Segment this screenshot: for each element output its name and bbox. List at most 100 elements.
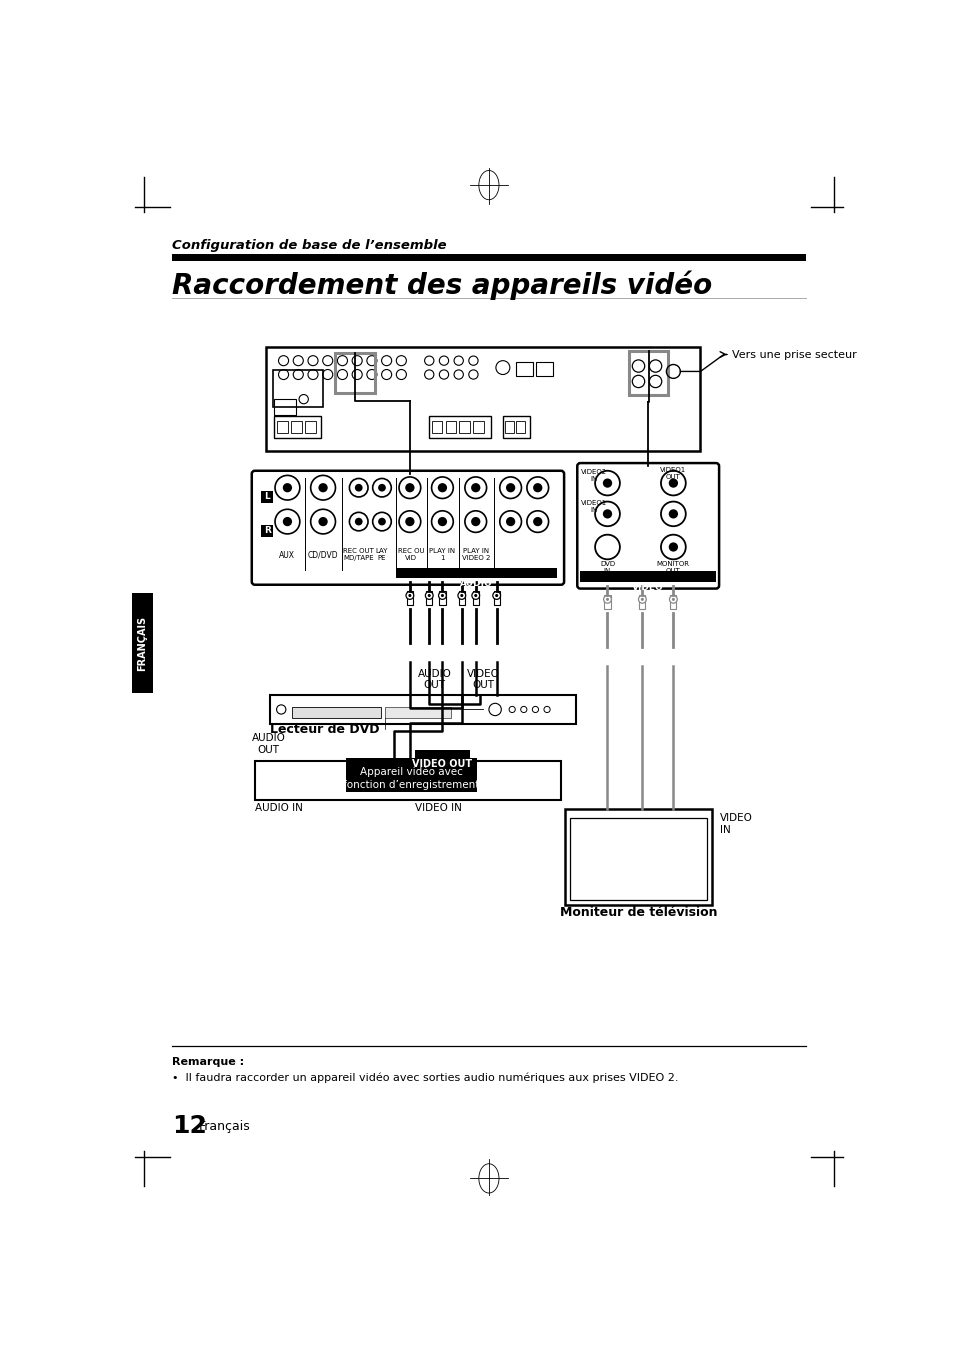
Bar — [406, 591, 413, 605]
Circle shape — [602, 478, 612, 487]
Text: PLAY IN
VIDEO 2: PLAY IN VIDEO 2 — [461, 548, 490, 560]
Text: VIDEO
IN: VIDEO IN — [720, 814, 752, 836]
Circle shape — [640, 598, 643, 601]
Bar — [395, 568, 557, 578]
Bar — [472, 591, 478, 605]
Bar — [536, 362, 553, 377]
Bar — [385, 707, 451, 718]
Circle shape — [355, 518, 362, 525]
Circle shape — [605, 598, 608, 601]
Bar — [629, 351, 667, 396]
Circle shape — [505, 517, 515, 526]
Circle shape — [355, 483, 362, 491]
Bar — [254, 761, 560, 799]
Bar — [458, 591, 464, 605]
Bar — [493, 591, 499, 605]
Circle shape — [437, 483, 447, 493]
Bar — [516, 421, 525, 433]
Circle shape — [405, 517, 415, 526]
Circle shape — [437, 517, 447, 526]
Text: AUX: AUX — [279, 551, 295, 560]
Text: VIDEO1
OUT: VIDEO1 OUT — [659, 467, 686, 481]
Circle shape — [671, 598, 674, 601]
Circle shape — [318, 483, 328, 493]
Text: Moniteur de télévision: Moniteur de télévision — [559, 906, 717, 919]
Text: MONITOR
OUT: MONITOR OUT — [657, 560, 689, 574]
Bar — [345, 757, 476, 792]
Text: VIDEO: VIDEO — [632, 583, 663, 591]
Circle shape — [669, 595, 677, 603]
Circle shape — [377, 518, 385, 525]
Circle shape — [668, 543, 678, 552]
Bar — [439, 591, 445, 605]
Bar — [473, 421, 484, 433]
Circle shape — [493, 591, 500, 599]
Circle shape — [471, 517, 480, 526]
Bar — [431, 421, 442, 433]
Text: VIDEO1
IN: VIDEO1 IN — [580, 500, 607, 513]
Text: •  Il faudra raccorder un appareil vidéo avec sorties audio numériques aux prise: • Il faudra raccorder un appareil vidéo … — [172, 1072, 678, 1083]
Circle shape — [438, 591, 446, 599]
Bar — [505, 421, 514, 433]
Bar — [516, 362, 533, 377]
Text: 12: 12 — [172, 1114, 207, 1138]
Bar — [415, 751, 469, 760]
Circle shape — [472, 591, 479, 599]
Circle shape — [282, 483, 292, 493]
Bar — [172, 254, 805, 261]
Circle shape — [405, 483, 415, 493]
Text: AUDIO: AUDIO — [459, 579, 493, 587]
Text: REC OUT
MD/TAPE: REC OUT MD/TAPE — [343, 548, 374, 560]
Text: CD/DVD: CD/DVD — [308, 551, 338, 560]
Bar — [335, 352, 375, 393]
Circle shape — [474, 594, 476, 597]
Text: AUDIO
OUT: AUDIO OUT — [252, 733, 286, 755]
Circle shape — [377, 483, 385, 491]
Bar — [261, 525, 274, 537]
Bar — [292, 707, 381, 718]
Text: PLAY IN
1: PLAY IN 1 — [429, 548, 455, 560]
Bar — [261, 491, 274, 504]
Circle shape — [505, 483, 515, 493]
Bar — [639, 595, 645, 609]
Text: LAY
PE: LAY PE — [375, 548, 388, 560]
Circle shape — [425, 591, 433, 599]
Circle shape — [427, 594, 431, 597]
Text: R: R — [264, 526, 271, 536]
Text: Remarque :: Remarque : — [172, 1057, 244, 1066]
Circle shape — [457, 591, 465, 599]
Circle shape — [459, 594, 463, 597]
Bar — [426, 591, 432, 605]
Circle shape — [638, 595, 645, 603]
Text: AUDIO IN: AUDIO IN — [254, 803, 302, 814]
Bar — [445, 421, 456, 433]
Bar — [277, 421, 288, 433]
Circle shape — [602, 509, 612, 518]
Circle shape — [533, 483, 542, 493]
Text: Appareil vidéo avec
fonction d’enregistrement: Appareil vidéo avec fonction d’enregistr… — [343, 767, 479, 790]
Bar — [429, 416, 491, 437]
Circle shape — [318, 517, 328, 526]
Circle shape — [668, 509, 678, 518]
Bar — [291, 421, 302, 433]
Text: AUDIO
OUT: AUDIO OUT — [417, 668, 451, 690]
Text: Lecteur de DVD: Lecteur de DVD — [270, 724, 379, 736]
Bar — [564, 809, 711, 904]
Circle shape — [406, 591, 414, 599]
Circle shape — [603, 595, 611, 603]
Text: FRANÇAIS: FRANÇAIS — [137, 616, 148, 671]
Bar — [459, 421, 470, 433]
Text: VIDEO
OUT: VIDEO OUT — [467, 668, 499, 690]
Bar — [670, 595, 676, 609]
Bar — [274, 416, 320, 437]
Bar — [270, 695, 576, 724]
Circle shape — [533, 517, 542, 526]
Text: Configuration de base de l’ensemble: Configuration de base de l’ensemble — [172, 239, 446, 251]
Text: Raccordement des appareils vidéo: Raccordement des appareils vidéo — [172, 270, 712, 300]
Text: Vers une prise secteur: Vers une prise secteur — [732, 350, 856, 359]
Circle shape — [440, 594, 443, 597]
Circle shape — [668, 478, 678, 487]
Bar — [569, 818, 707, 900]
Bar — [266, 347, 700, 451]
Bar — [305, 421, 315, 433]
